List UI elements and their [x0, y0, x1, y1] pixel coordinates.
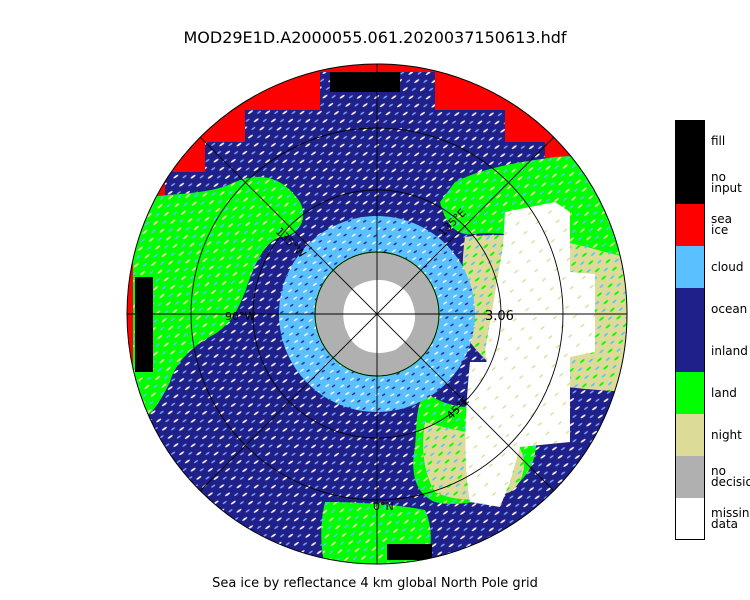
legend-swatch-inland: [675, 330, 705, 372]
legend-swatch-fill: [675, 120, 705, 162]
legend-label-no-decision: no decision: [711, 464, 750, 489]
legend-label-no-input: no input: [711, 170, 742, 195]
legend-swatch-ocean: [675, 288, 705, 330]
legend-swatch-no-input: [675, 162, 705, 204]
graticule: [127, 64, 627, 564]
legend-label-inland: inland: [711, 344, 748, 358]
fill-block-top: [330, 72, 400, 92]
meridian-label-0n: 0°N: [373, 500, 394, 513]
legend-label-land: land: [711, 386, 737, 400]
missing-data-region: [485, 202, 595, 382]
legend-swatch-cloud: [675, 246, 705, 288]
legend: fill no input sea ice cloud ocean inland…: [675, 120, 750, 540]
polar-map-svg: 3.06 0°N 135°E 45°E 135°W 90°W: [126, 63, 628, 565]
center-value-label: 3.06: [485, 309, 514, 324]
fill-block-bottom: [387, 544, 432, 560]
legend-swatch-sea-ice: [675, 204, 705, 246]
land-north-america: [133, 176, 304, 417]
legend-swatch-land: [675, 372, 705, 414]
legend-label-night: night: [711, 428, 742, 442]
map-caption: Sea ice by reflectance 4 km global North…: [212, 576, 538, 591]
legend-swatch-missing-data: [675, 498, 705, 540]
legend-label-fill: fill: [711, 134, 726, 148]
legend-label-missing-data: missing data: [711, 506, 750, 531]
map-boundary: [126, 63, 628, 565]
missing-data-region-2: [465, 362, 570, 507]
legend-label-ocean: ocean: [711, 302, 748, 316]
legend-swatch-night: [675, 414, 705, 456]
legend-swatch-no-decision: [675, 456, 705, 498]
page-title: MOD29E1D.A2000055.061.2020037150613.hdf: [183, 28, 567, 47]
fill-block-left: [135, 277, 153, 372]
legend-label-sea-ice: sea ice: [711, 212, 732, 237]
meridian-label-90w: 90°W: [225, 310, 255, 323]
legend-label-cloud: cloud: [711, 260, 744, 274]
polar-map: 3.06 0°N 135°E 45°E 135°W 90°W: [125, 62, 629, 566]
